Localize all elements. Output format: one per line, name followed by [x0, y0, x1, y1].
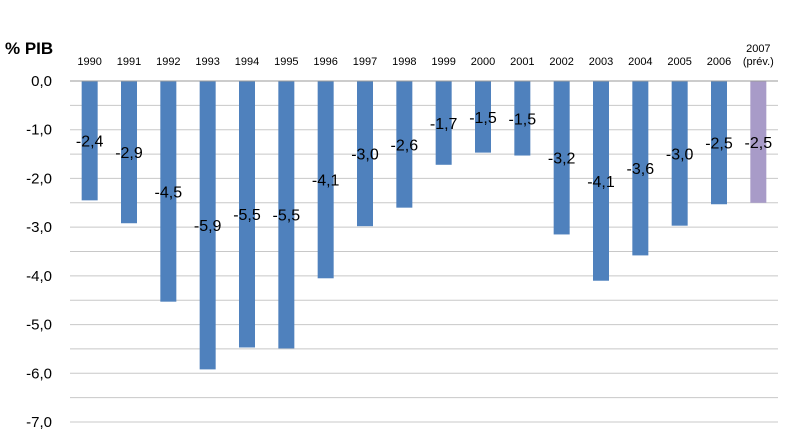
- data-label: -2,6: [391, 137, 419, 154]
- y-tick-label: -4,0: [26, 268, 52, 285]
- data-label: -1,7: [430, 116, 458, 133]
- y-tick-label: -2,0: [26, 170, 52, 187]
- gridlines: [70, 80, 778, 423]
- bar: [121, 81, 137, 224]
- bar: [435, 81, 452, 165]
- data-label: -4,1: [312, 173, 340, 190]
- x-tick-label: 1994: [235, 56, 259, 68]
- bar: [553, 81, 570, 235]
- y-tick-label: -3,0: [26, 219, 52, 236]
- bar: [632, 81, 649, 256]
- bar: [239, 81, 255, 348]
- data-label: -5,5: [273, 208, 301, 225]
- data-label: -4,1: [587, 174, 615, 191]
- bar: [81, 81, 98, 201]
- bar: [357, 81, 373, 227]
- x-tick-label: 1996: [313, 56, 337, 68]
- bar: [396, 81, 413, 208]
- bar: [278, 81, 295, 349]
- x-tick-label: 1990: [77, 56, 101, 68]
- bar: [593, 81, 609, 281]
- y-tick-label: -6,0: [26, 365, 52, 382]
- x-tick-label: 2005: [667, 56, 691, 68]
- bar: [317, 81, 334, 279]
- data-label: -1,5: [469, 110, 497, 127]
- data-labels: -2,4 -2,9 -4,5 -5,9 -5,5 -5,5 -4,1 -3,0 -2,6 -1,7…: [76, 110, 772, 235]
- x-tick-label: 1991: [117, 56, 141, 68]
- y-tick-label: 0,0: [31, 73, 52, 90]
- data-label: -2,4: [76, 134, 104, 151]
- x-tick-label: 2003: [589, 56, 613, 68]
- data-label: -3,0: [666, 146, 694, 163]
- x-tick-label: 1997: [353, 56, 377, 68]
- data-label: -3,0: [351, 147, 379, 164]
- bar: [199, 81, 216, 370]
- bars: [81, 81, 767, 370]
- x-tick-label: 1995: [274, 56, 298, 68]
- x-tick-label: 2007: [746, 43, 770, 55]
- x-tick-label: (prév.): [743, 56, 774, 68]
- x-tick-label: 1992: [156, 56, 180, 68]
- data-label: -5,9: [194, 218, 222, 235]
- x-tick-label: 2002: [549, 56, 573, 68]
- data-label: -2,9: [115, 145, 143, 162]
- y-axis-title: % PIB: [5, 39, 53, 58]
- y-tick-label: -1,0: [26, 122, 52, 139]
- x-tick-label: 2000: [471, 56, 495, 68]
- data-label: -3,2: [548, 151, 576, 168]
- data-label: -5,5: [233, 207, 261, 224]
- data-label: -2,5: [705, 136, 733, 153]
- y-tick-label: -5,0: [26, 317, 52, 334]
- data-label: -2,5: [745, 135, 773, 152]
- bar: [671, 81, 688, 226]
- x-tick-label: 2001: [510, 56, 534, 68]
- x-tick-label: 1999: [431, 56, 455, 68]
- data-label: -4,5: [155, 184, 183, 201]
- bar: [160, 81, 177, 302]
- data-label: -1,5: [509, 111, 537, 128]
- x-tick-label: 1993: [195, 56, 219, 68]
- x-tick-label: 1998: [392, 56, 416, 68]
- bar: [514, 81, 531, 156]
- x-tick-label: 2004: [628, 56, 652, 68]
- x-tick-labels: 1990 1991 1992 1993 1994 1995 1996 1997 1998 1999…: [77, 43, 773, 68]
- bar: [750, 81, 767, 203]
- bar: [711, 81, 727, 205]
- y-tick-labels: 0,0 -1,0 -2,0 -3,0 -4,0 -5,0 -6,0 -7,0: [26, 73, 52, 431]
- bar: [475, 81, 491, 153]
- y-tick-label: -7,0: [26, 414, 52, 431]
- x-tick-label: 2006: [707, 56, 731, 68]
- data-label: -3,6: [627, 161, 655, 178]
